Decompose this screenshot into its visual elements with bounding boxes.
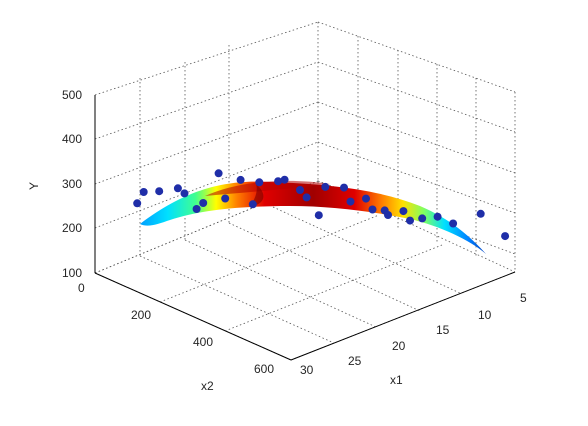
scatter-point <box>214 169 223 178</box>
scatter-point <box>418 214 427 223</box>
z-tick-400: 400 <box>62 132 82 146</box>
x2-tick-200: 200 <box>131 308 151 322</box>
scatter-point <box>362 194 370 203</box>
scatter-point <box>321 182 330 191</box>
x1-tick-30: 30 <box>300 363 314 377</box>
scatter-point <box>368 205 377 214</box>
scatter-point <box>433 212 442 221</box>
scatter-point <box>236 175 245 184</box>
z-tick-100: 100 <box>62 266 82 280</box>
z-tick-200: 200 <box>62 221 82 235</box>
scatter-point <box>406 216 414 225</box>
x1-axis-label: x1 <box>390 373 403 387</box>
scatter-point <box>255 178 264 187</box>
scatter-point <box>173 184 182 193</box>
scatter-point <box>449 219 458 228</box>
scatter-point <box>133 199 142 208</box>
x1-tick-5: 5 <box>520 291 527 305</box>
scatter-point <box>399 207 408 216</box>
scatter-point <box>476 209 485 218</box>
x1-tick-25: 25 <box>348 354 362 368</box>
scatter-point <box>346 197 355 206</box>
scatter-point <box>302 193 311 202</box>
scatter-point <box>314 211 323 220</box>
z-axis: 500 400 300 200 100 Y <box>27 88 82 280</box>
z-tick-300: 300 <box>62 177 82 191</box>
scatter-point <box>340 183 348 192</box>
scatter-point <box>155 187 164 196</box>
x2-tick-600: 600 <box>254 362 274 376</box>
x-axis: 5 10 15 20 25 30 x1 <box>300 291 527 387</box>
axes <box>94 95 516 361</box>
scatter-point <box>274 177 283 186</box>
scatter-point <box>180 189 189 198</box>
z-tick-500: 500 <box>62 88 82 102</box>
scatter-point <box>248 200 257 209</box>
scatter-point <box>501 232 510 241</box>
scatter-point <box>280 175 289 184</box>
scatter-point <box>384 211 392 219</box>
y-axis: 0 200 400 600 x2 <box>78 281 274 393</box>
scatter-point <box>296 186 304 194</box>
scatter-point <box>221 194 230 203</box>
scatter-point <box>192 205 201 213</box>
x1-tick-20: 20 <box>392 339 406 353</box>
x2-axis-label: x2 <box>201 379 214 393</box>
x1-tick-10: 10 <box>478 308 492 322</box>
z-axis-label: Y <box>27 182 41 190</box>
scatter-point <box>199 199 208 207</box>
scatter-point <box>139 188 148 196</box>
x1-tick-15: 15 <box>436 323 450 337</box>
x2-tick-400: 400 <box>193 335 213 349</box>
x2-tick-0: 0 <box>78 281 85 295</box>
scatter-points <box>133 169 510 241</box>
